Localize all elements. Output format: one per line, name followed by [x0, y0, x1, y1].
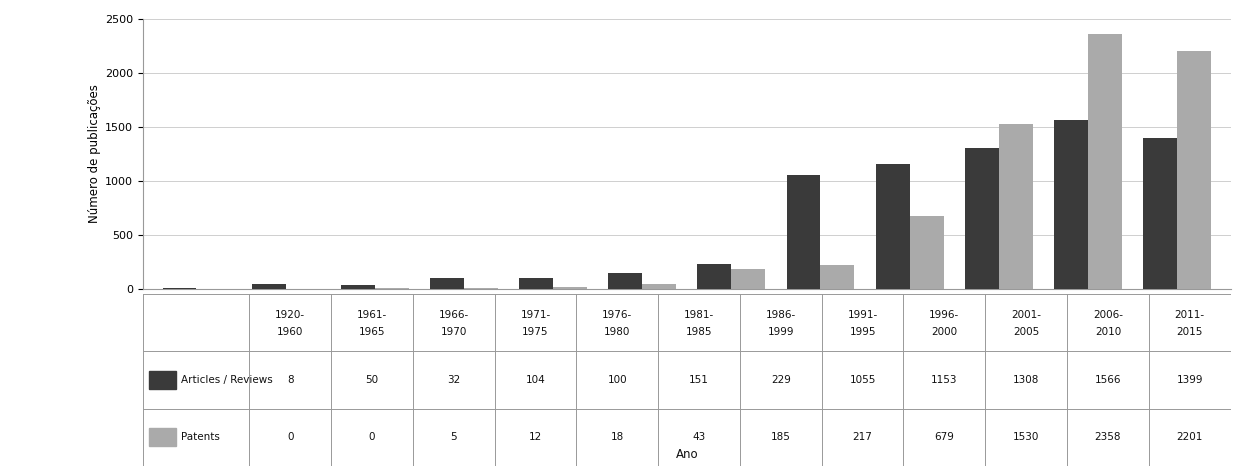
Text: Articles / Reviews: Articles / Reviews — [181, 375, 273, 385]
Text: 1976-: 1976- — [602, 310, 633, 320]
Text: Ano: Ano — [675, 448, 699, 461]
Text: 32: 32 — [447, 375, 460, 385]
Text: 18: 18 — [610, 432, 624, 442]
Bar — [251, 283, 286, 289]
Bar — [149, 428, 175, 446]
Text: 1996-: 1996- — [930, 310, 960, 320]
Bar — [430, 278, 464, 289]
Text: 2358: 2358 — [1095, 432, 1121, 442]
Text: 2010: 2010 — [1095, 327, 1121, 337]
Text: 1961-: 1961- — [357, 310, 387, 320]
Bar — [999, 123, 1033, 289]
Text: 0: 0 — [287, 432, 293, 442]
Text: 2000: 2000 — [931, 327, 957, 337]
Text: 1999: 1999 — [767, 327, 794, 337]
Text: 1980: 1980 — [604, 327, 630, 337]
Text: Patents: Patents — [181, 432, 220, 442]
Text: 5: 5 — [450, 432, 457, 442]
Text: 1995: 1995 — [849, 327, 876, 337]
Text: 1970: 1970 — [440, 327, 467, 337]
Text: 1960: 1960 — [277, 327, 303, 337]
Text: 1981-: 1981- — [684, 310, 715, 320]
Y-axis label: Número de publicações: Número de publicações — [88, 84, 101, 223]
Text: 1530: 1530 — [1013, 432, 1039, 442]
Bar — [149, 370, 175, 389]
Bar — [608, 273, 643, 289]
Text: 1971-: 1971- — [521, 310, 551, 320]
Text: 1965: 1965 — [359, 327, 385, 337]
Bar — [820, 266, 854, 289]
Text: 2006-: 2006- — [1093, 310, 1122, 320]
Bar — [697, 264, 731, 289]
Text: 12: 12 — [528, 432, 542, 442]
Text: 1055: 1055 — [849, 375, 876, 385]
Text: 1566: 1566 — [1095, 375, 1121, 385]
Text: 100: 100 — [608, 375, 626, 385]
Text: 1308: 1308 — [1013, 375, 1039, 385]
Text: 2015: 2015 — [1176, 327, 1203, 337]
Bar — [1054, 120, 1088, 289]
Text: 217: 217 — [853, 432, 873, 442]
Bar — [1144, 137, 1177, 289]
Text: 2001-: 2001- — [1011, 310, 1042, 320]
Bar — [1088, 34, 1122, 289]
Bar — [464, 288, 497, 289]
Text: 104: 104 — [526, 375, 546, 385]
Bar — [1177, 51, 1211, 289]
Text: 50: 50 — [365, 375, 378, 385]
Bar — [965, 148, 999, 289]
Text: 1991-: 1991- — [848, 310, 878, 320]
Bar — [643, 284, 676, 289]
Bar — [553, 287, 587, 289]
Text: 185: 185 — [771, 432, 791, 442]
Text: 2005: 2005 — [1013, 327, 1039, 337]
Text: 1975: 1975 — [522, 327, 548, 337]
Text: 1399: 1399 — [1176, 375, 1203, 385]
Text: 229: 229 — [771, 375, 791, 385]
Text: 1985: 1985 — [686, 327, 712, 337]
Text: 2011-: 2011- — [1175, 310, 1204, 320]
Bar — [910, 215, 943, 289]
Text: 1966-: 1966- — [439, 310, 469, 320]
Bar — [731, 269, 766, 289]
Text: 1153: 1153 — [931, 375, 957, 385]
Text: 43: 43 — [692, 432, 706, 442]
Text: 2201: 2201 — [1176, 432, 1203, 442]
Text: 679: 679 — [935, 432, 955, 442]
Text: 0: 0 — [369, 432, 375, 442]
Text: 151: 151 — [689, 375, 709, 385]
Text: 8: 8 — [287, 375, 293, 385]
Bar — [520, 278, 553, 289]
Bar — [876, 164, 910, 289]
Bar — [374, 288, 409, 289]
Text: 1920-: 1920- — [275, 310, 306, 320]
Bar — [787, 175, 820, 289]
Bar — [163, 288, 196, 289]
Bar — [341, 286, 374, 289]
Text: 1986-: 1986- — [766, 310, 796, 320]
